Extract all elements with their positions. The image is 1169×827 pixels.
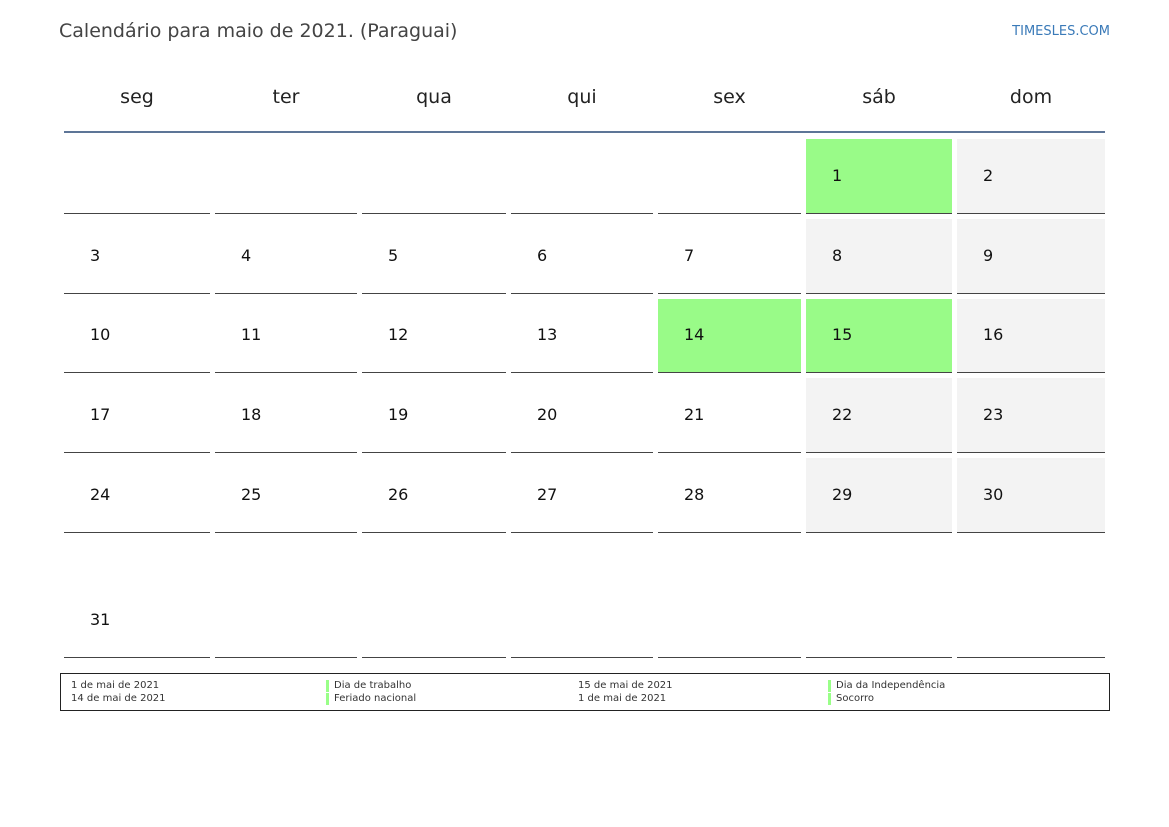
day-cell [215,538,357,658]
day-number: 7 [684,246,695,265]
day-number: 29 [832,485,853,504]
day-cell [511,458,653,533]
legend-name: Feriado nacional [334,693,417,704]
day-cell [64,458,210,533]
day-number: 30 [983,485,1004,504]
day-cell [362,139,506,214]
day-cell [362,219,506,294]
day-cell [658,458,801,533]
day-cell [658,299,801,373]
day-cell [511,139,653,214]
day-cell [362,458,506,533]
legend-name: Dia de trabalho [334,680,412,691]
day-cell [215,139,357,214]
weekday-label: sex [713,86,746,108]
day-cell [806,378,952,453]
day-number: 26 [388,485,409,504]
day-number: 17 [90,405,111,424]
day-number: 20 [537,405,558,424]
day-cell [806,299,952,373]
day-number: 12 [388,325,409,344]
day-number: 31 [90,610,111,629]
day-cell [658,378,801,453]
day-number: 9 [983,246,994,265]
site-link[interactable]: TIMESLES.COM [1012,24,1110,39]
legend-name: Dia da Independência [836,680,946,691]
day-number: 18 [241,405,262,424]
day-number: 1 [832,166,843,185]
day-number: 16 [983,325,1004,344]
day-number: 23 [983,405,1004,424]
day-cell [957,538,1105,658]
day-number: 14 [684,325,705,344]
day-number: 8 [832,246,843,265]
day-number: 25 [241,485,262,504]
day-cell [806,538,952,658]
day-cell [64,299,210,373]
day-cell [64,139,210,214]
day-cell [806,139,952,214]
day-cell [957,299,1105,373]
legend-date: 14 de mai de 2021 [71,693,166,704]
day-number: 11 [241,325,262,344]
day-cell [64,378,210,453]
day-number: 4 [241,246,252,265]
day-cell [806,458,952,533]
day-cell [806,219,952,294]
day-cell [957,219,1105,294]
day-cell [658,219,801,294]
day-cell [511,378,653,453]
day-number: 21 [684,405,705,424]
day-number: 3 [90,246,101,265]
weekday-label: qui [567,86,597,108]
day-number: 22 [832,405,853,424]
day-number: 10 [90,325,111,344]
day-cell [215,299,357,373]
weekday-label: ter [272,86,300,108]
day-number: 2 [983,166,994,185]
day-cell [362,378,506,453]
legend-marker [326,693,329,705]
weekday-label: qua [416,86,452,108]
day-number: 13 [537,325,558,344]
weekday-label: seg [120,86,154,108]
weekday-label: sáb [862,86,896,108]
legend-date: 1 de mai de 2021 [578,693,667,704]
legend-name: Socorro [836,693,875,704]
day-cell [658,538,801,658]
legend-marker [326,680,329,692]
day-cell [362,538,506,658]
day-number: 6 [537,246,548,265]
day-cell [658,139,801,214]
day-cell [362,299,506,373]
header-rule [64,131,1105,133]
legend-marker [828,693,831,705]
legend-date: 15 de mai de 2021 [578,680,673,691]
legend-date: 1 de mai de 2021 [71,680,160,691]
legend-marker [828,680,831,692]
day-cell [215,219,357,294]
day-cell [957,139,1105,214]
day-cell [957,458,1105,533]
day-cell [511,538,653,658]
day-number: 28 [684,485,705,504]
day-cell [215,378,357,453]
legend-box [60,673,1110,711]
day-number: 5 [388,246,399,265]
day-cell [957,378,1105,453]
day-number: 15 [832,325,853,344]
day-number: 24 [90,485,111,504]
day-cell [511,219,653,294]
day-cell [64,219,210,294]
weekday-label: dom [1009,86,1053,108]
day-cell [215,458,357,533]
day-cell [64,538,210,658]
day-cell [511,299,653,373]
title: Calendário para maio de 2021. (Paraguai) [59,20,458,42]
day-number: 19 [388,405,409,424]
day-number: 27 [537,485,558,504]
